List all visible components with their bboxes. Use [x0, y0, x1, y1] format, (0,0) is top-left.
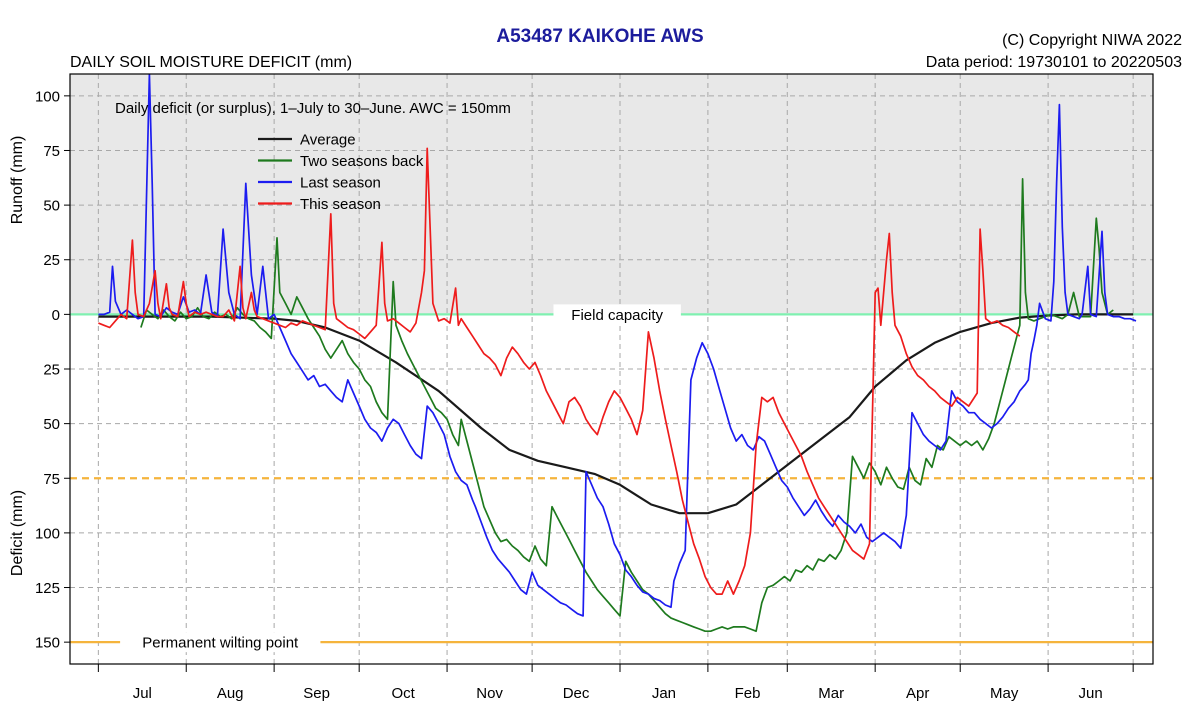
series-line-0	[98, 313, 1134, 515]
x-tick-label: Jan	[652, 685, 676, 702]
y-axis-label-deficit: Deficit (mm)	[9, 490, 26, 576]
y-tick-label: 25	[43, 252, 60, 269]
reference-line-label: Field capacity	[571, 307, 663, 324]
series-line-3	[98, 147, 1021, 595]
y-tick-label: 25	[43, 362, 60, 379]
legend-label: This season	[300, 196, 381, 213]
y-tick-label: 75	[43, 143, 60, 160]
series-lines	[98, 74, 1137, 633]
x-tick-label: Dec	[563, 685, 590, 702]
x-axis-ticks: Jul Aug Sep Oct Nov Dec Jan Feb Mar Apr May Jun	[97, 664, 1134, 702]
series-line-1	[140, 178, 1114, 633]
x-tick-label: Jun	[1079, 685, 1103, 702]
x-tick-label: Jul	[133, 685, 152, 702]
data-period-label: Data period: 19730101 to 20220503	[925, 54, 1182, 71]
x-tick-label: Apr	[906, 685, 929, 702]
legend-label: Two seasons back	[300, 153, 424, 170]
reference-label-background	[120, 632, 321, 653]
legend-label: Average	[300, 132, 356, 149]
y-tick-label: 50	[43, 416, 60, 433]
chart-annotation: Daily deficit (or surplus), 1–July to 30…	[115, 100, 511, 117]
reference-lines: Field capacity Permanent wilting point	[70, 304, 1153, 653]
copyright-notice: (C) Copyright NIWA 2022	[1002, 32, 1182, 49]
legend: Average Two seasons back Last season This s…	[258, 132, 424, 213]
y-tick-label: 100	[35, 525, 60, 542]
chart-title: A53487 KAIKOHE AWS	[496, 26, 704, 47]
y-tick-label: 125	[35, 580, 60, 597]
y-tick-label: 150	[35, 635, 60, 652]
series-line-2	[98, 74, 1137, 617]
y-axis-ticks: 100 75 50 25 0 25 50 75 100 125 150	[35, 88, 70, 652]
y-tick-label: 100	[35, 88, 60, 105]
legend-label: Last season	[300, 175, 381, 192]
y-axis-label-runoff: Runoff (mm)	[9, 136, 26, 225]
reference-label-background	[553, 304, 681, 325]
x-tick-label: May	[990, 685, 1019, 702]
x-tick-label: Nov	[476, 685, 503, 702]
y-tick-label: 75	[43, 471, 60, 488]
reference-line-label: Permanent wilting point	[142, 635, 299, 652]
runoff-panel-background	[70, 74, 1153, 315]
y-tick-label: 0	[52, 307, 60, 324]
x-tick-label: Oct	[391, 685, 415, 702]
x-tick-label: Feb	[735, 685, 761, 702]
x-tick-label: Mar	[818, 685, 844, 702]
chart-subtitle: DAILY SOIL MOISTURE DEFICIT (mm)	[70, 54, 353, 71]
deficit-panel-background	[70, 314, 1153, 664]
y-tick-label: 50	[43, 198, 60, 215]
x-tick-label: Aug	[217, 685, 244, 702]
x-tick-label: Sep	[303, 685, 330, 702]
